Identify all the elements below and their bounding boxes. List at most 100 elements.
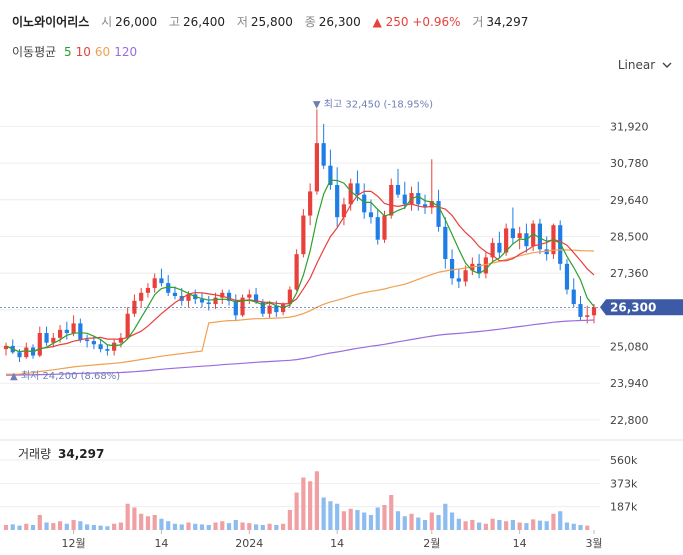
low-value: 25,800 <box>250 15 293 29</box>
volume-bar <box>422 520 428 530</box>
candle-body <box>51 337 56 343</box>
volume-bar <box>321 497 326 530</box>
y-tick-label: 31,920 <box>610 120 649 133</box>
volume-bar <box>470 520 475 530</box>
ma-120[interactable]: 120 <box>114 45 138 59</box>
volume-bar <box>112 523 117 530</box>
candle-body <box>490 242 495 258</box>
candle-body <box>226 292 232 301</box>
volume-bar <box>260 525 265 530</box>
volume-bar <box>91 525 96 530</box>
volume-bar <box>490 518 495 530</box>
candle-body <box>591 307 597 316</box>
volume-bar <box>51 523 56 530</box>
candle-body <box>37 333 42 356</box>
volume-bar <box>132 507 137 530</box>
volume-bar <box>456 518 461 530</box>
candle-body <box>186 294 191 301</box>
volume-bar <box>64 523 69 530</box>
open-value: 26,000 <box>115 15 158 29</box>
volume-bar <box>368 515 374 530</box>
volume-bar <box>362 512 367 530</box>
volume-tick-label: 560k <box>610 454 638 467</box>
volume-bar <box>37 515 42 530</box>
volume-bar <box>253 524 259 530</box>
candle-body <box>247 294 252 298</box>
volume-bar <box>71 520 76 530</box>
volume-bar <box>30 525 36 530</box>
candle-body <box>85 339 90 342</box>
candle-body <box>517 233 522 239</box>
candle-body <box>422 204 428 208</box>
candle-body <box>112 342 117 351</box>
volume-bar <box>497 520 502 530</box>
volume-bar <box>186 522 191 530</box>
ma-10[interactable]: 10 <box>75 45 91 59</box>
candle-body <box>125 313 130 338</box>
candle-body <box>477 263 482 274</box>
volume-bar <box>10 524 15 530</box>
candle-body <box>564 263 570 290</box>
current-price-label: 26,300 <box>610 300 656 314</box>
current-price-badge <box>600 299 683 316</box>
volume-tick-label: 373k <box>610 477 638 490</box>
volume-bar <box>118 522 123 530</box>
scale-selector[interactable]: Linear <box>618 58 672 72</box>
volume-bar <box>274 525 279 530</box>
x-tick-label: 14 <box>154 537 168 550</box>
candle-body <box>78 323 83 340</box>
volume-bar <box>510 520 515 530</box>
volume-bar <box>240 522 245 530</box>
candle-body <box>348 183 353 205</box>
y-tick-label: 28,500 <box>610 230 649 243</box>
y-tick-label: 25,080 <box>610 341 649 354</box>
chevron-down-icon <box>662 62 672 68</box>
volume-bar <box>578 525 583 530</box>
ma-60[interactable]: 60 <box>94 45 111 59</box>
volume-bar <box>585 525 590 530</box>
y-tick-label: 23,940 <box>610 377 649 390</box>
candle-body <box>531 223 536 247</box>
candle-body <box>395 184 401 195</box>
volume-bar <box>98 525 103 530</box>
volume-bar <box>335 503 340 530</box>
ma-5[interactable]: 5 <box>64 45 72 59</box>
volume-bar <box>348 508 353 530</box>
candle-body <box>308 191 313 216</box>
volume-bar <box>504 521 509 530</box>
volume-bar <box>193 523 198 530</box>
candle-body <box>456 278 461 282</box>
volume-bar <box>429 512 434 530</box>
candle-body <box>301 215 306 255</box>
candle-body <box>240 297 245 316</box>
volume-bar <box>226 523 232 530</box>
y-tick-label: 22,800 <box>610 414 649 427</box>
volume-bar <box>105 526 110 530</box>
high-value: 26,400 <box>183 15 226 29</box>
candle-body <box>166 283 171 293</box>
volume-label: 거 <box>472 15 484 29</box>
ma-legend-label: 이동평균 <box>12 45 57 59</box>
x-tick-label: 2024 <box>235 537 263 550</box>
candle-body <box>287 289 292 305</box>
volume-bar <box>294 492 299 530</box>
x-tick-label: 12월 <box>62 537 86 550</box>
volume-bar <box>159 518 164 530</box>
candle-body <box>132 300 137 314</box>
volume-bar <box>564 522 570 530</box>
candle-body <box>443 226 448 259</box>
volume-bar <box>449 512 455 530</box>
volume-bar <box>233 520 238 530</box>
candle-body <box>145 287 151 293</box>
candle-body <box>585 315 590 317</box>
ma-60-line <box>6 249 595 375</box>
volume-bar <box>152 515 157 530</box>
candle-body <box>105 349 110 351</box>
candle-body <box>17 352 22 358</box>
volume-bar <box>571 523 576 530</box>
candle-body <box>152 278 157 288</box>
candle-body <box>91 341 96 345</box>
volume-bar <box>44 522 49 530</box>
x-tick-label: 14 <box>513 537 527 550</box>
